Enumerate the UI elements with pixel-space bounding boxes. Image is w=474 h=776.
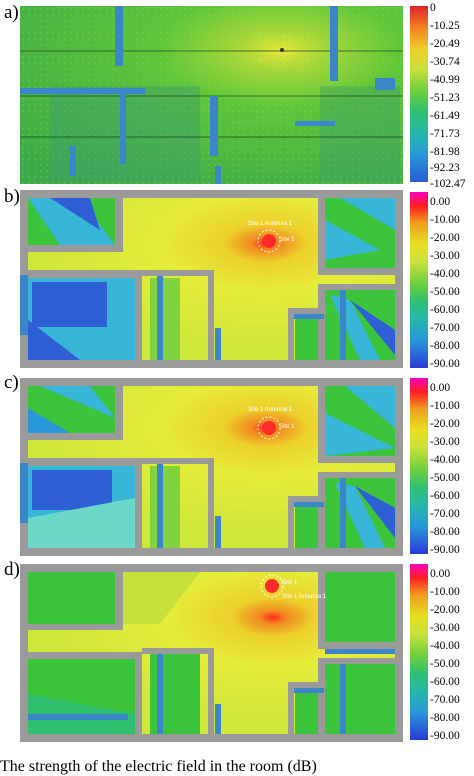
colorbar-tick: -70.00 (430, 322, 460, 334)
panel-label-b: b) (4, 186, 20, 207)
colorbar-tick: -40.00 (430, 268, 460, 280)
colorbar-tick: 0 (430, 2, 436, 14)
colorbar-tick: -30.00 (430, 250, 460, 262)
colorbar-tick: -90.00 (430, 358, 460, 370)
colorbar-tick: -50.00 (430, 286, 460, 298)
colorbar-tick: -80.00 (430, 712, 460, 724)
colorbar-tick: -90.00 (430, 544, 460, 556)
colorbar-tick: -30.00 (430, 622, 460, 634)
colorbar-tick: -30.74 (430, 56, 460, 68)
colorbar-tick: -30.00 (430, 436, 460, 448)
colorbar-tick: -51.23 (430, 92, 460, 104)
colorbar-tick: -10.00 (430, 214, 460, 226)
colorbar-tick: -40.99 (430, 74, 460, 86)
colorbar-tick: -10.00 (430, 586, 460, 598)
colorbar-a (410, 6, 428, 182)
panel-label-a: a) (4, 2, 19, 23)
colorbar-tick: -60.00 (430, 490, 460, 502)
colorbar-tick: -60.00 (430, 304, 460, 316)
colorbar-tick: -50.00 (430, 472, 460, 484)
colorbar-tick: -61.49 (430, 110, 460, 122)
colorbar-tick: -40.00 (430, 640, 460, 652)
field-map-d (20, 564, 403, 742)
colorbar-tick: 0.00 (430, 196, 451, 208)
figure-caption: The strength of the electric field in th… (0, 758, 317, 775)
colorbar-tick: -40.00 (430, 454, 460, 466)
field-map-b (20, 190, 403, 368)
field-map-c (20, 378, 403, 556)
colorbar-tick: -60.00 (430, 676, 460, 688)
colorbar-c (410, 378, 428, 554)
colorbar-tick: -81.98 (430, 146, 460, 158)
colorbar-d (410, 564, 428, 740)
colorbar-tick: -80.00 (430, 526, 460, 538)
colorbar-tick: -102.47 (430, 178, 466, 190)
colorbar-tick: -20.00 (430, 604, 460, 616)
colorbar-tick: -70.00 (430, 508, 460, 520)
colorbar-tick: -20.49 (430, 38, 460, 50)
panel-label-c: c) (4, 372, 19, 393)
field-map-a (20, 6, 403, 184)
panel-label-d: d) (4, 559, 20, 580)
colorbar-tick: 0.00 (430, 382, 451, 394)
colorbar-tick: -20.00 (430, 418, 460, 430)
colorbar-tick: -92.23 (430, 162, 460, 174)
colorbar-tick: -20.00 (430, 232, 460, 244)
colorbar-tick: -90.00 (430, 730, 460, 742)
colorbar-tick: -50.00 (430, 658, 460, 670)
colorbar-tick: 0.00 (430, 568, 451, 580)
colorbar-tick: -70.00 (430, 694, 460, 706)
colorbar-tick: -80.00 (430, 340, 460, 352)
colorbar-tick: -71.73 (430, 128, 460, 140)
colorbar-tick: -10.00 (430, 400, 460, 412)
colorbar-b (410, 192, 428, 368)
colorbar-tick: -10.25 (430, 20, 460, 32)
